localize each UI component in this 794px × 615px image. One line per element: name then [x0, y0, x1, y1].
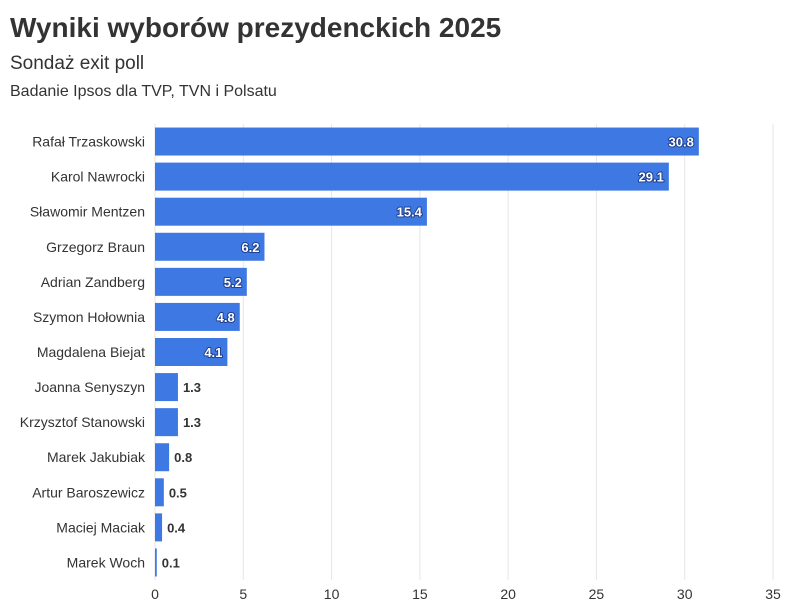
bars	[155, 127, 699, 577]
category-label: Artur Baroszewicz	[32, 484, 145, 500]
x-tick-label: 35	[765, 586, 781, 602]
category-label: Joanna Senyszyn	[34, 379, 145, 395]
bar	[155, 162, 669, 191]
bar	[155, 338, 228, 366]
value-label: 1.3	[183, 380, 201, 395]
x-tick-label: 0	[151, 586, 159, 602]
value-label: 30.8	[669, 135, 694, 150]
bar	[155, 127, 699, 156]
bar	[155, 267, 247, 296]
category-label: Adrian Zandberg	[41, 274, 145, 290]
value-label: 6.2	[241, 240, 259, 255]
chart-description: Badanie Ipsos dla TVP, TVN i Polsatu	[10, 83, 277, 100]
bar	[155, 373, 178, 402]
x-tick-label: 20	[500, 586, 516, 602]
value-label: 5.2	[224, 275, 242, 290]
value-label: 0.1	[162, 555, 180, 570]
x-axis-tick-labels: 0 5 10 15 20 25 30 35	[151, 586, 781, 602]
bar	[155, 232, 265, 261]
chart-title: Wyniki wyborów prezydenckich 2025	[10, 12, 502, 43]
bar	[155, 302, 240, 331]
value-label: 4.8	[217, 310, 235, 325]
category-label: Rafał Trzaskowski	[32, 134, 145, 150]
category-labels: Rafał Trzaskowski Karol Nawrocki Sławomir …	[20, 134, 146, 571]
category-label: Maciej Maciak	[56, 519, 146, 535]
x-tick-label: 30	[677, 586, 693, 602]
value-label: 1.3	[183, 415, 201, 430]
category-label: Marek Woch	[67, 554, 145, 570]
value-label: 0.4	[167, 520, 186, 535]
value-label: 29.1	[639, 170, 664, 185]
value-label: 4.1	[204, 345, 222, 360]
x-tick-label: 25	[589, 586, 605, 602]
category-label: Sławomir Mentzen	[30, 204, 145, 220]
category-label: Magdalena Biejat	[37, 344, 145, 360]
value-label: 15.4	[397, 205, 423, 220]
category-label: Marek Jakubiak	[47, 449, 146, 465]
value-label: 0.5	[169, 485, 187, 500]
category-label: Krzysztof Stanowski	[20, 414, 145, 430]
value-label: 0.8	[174, 450, 192, 465]
bar	[155, 513, 163, 542]
bar	[155, 443, 170, 472]
x-tick-label: 10	[324, 586, 340, 602]
category-label: Karol Nawrocki	[51, 169, 145, 185]
category-label: Szymon Hołownia	[33, 309, 145, 325]
bar	[155, 548, 157, 577]
value-labels: 30.8 29.1 15.4 6.2 5.2 4.8 4.1 1.3 1.3 0.8 0.5 0.4 0…	[162, 134, 695, 571]
chart-subtitle: Sondaż exit poll	[10, 53, 145, 74]
bar	[155, 197, 427, 226]
bar	[155, 478, 164, 507]
category-label: Grzegorz Braun	[46, 239, 145, 255]
bar	[155, 408, 178, 437]
grid-lines	[154, 124, 774, 580]
x-tick-label: 15	[412, 586, 428, 602]
x-tick-label: 5	[239, 586, 247, 602]
